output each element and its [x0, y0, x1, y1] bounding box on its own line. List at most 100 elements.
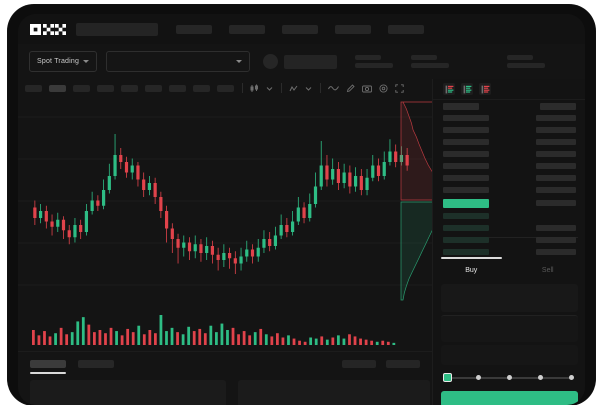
- orderbook-bid-row[interactable]: [443, 213, 489, 219]
- orderbook-bid-row[interactable]: [443, 249, 489, 255]
- spot-trading-label: Spot Trading: [37, 58, 80, 65]
- orderbook-ask-row[interactable]: [443, 139, 489, 145]
- tab-active-underline: [30, 372, 66, 374]
- nav-item-2[interactable]: [282, 24, 318, 34]
- nav-item-4[interactable]: [388, 24, 424, 34]
- submit-buy-button[interactable]: [441, 391, 578, 405]
- tab-sell[interactable]: Sell: [510, 259, 586, 281]
- right-rail: Buy Sell: [432, 79, 585, 405]
- orderbook-ask-amount: [536, 175, 576, 181]
- orderbook-last-price-row[interactable]: [443, 199, 489, 208]
- slider-tick-50[interactable]: [507, 375, 512, 380]
- nav-item-1[interactable]: [229, 24, 265, 34]
- tab-active-indicator: [441, 257, 502, 259]
- slider-tick-75[interactable]: [538, 375, 543, 380]
- tab-order-history[interactable]: [78, 359, 114, 368]
- orderbook-both-icon[interactable]: [443, 83, 455, 95]
- order-book[interactable]: [433, 99, 585, 255]
- market-stat-label: [507, 55, 534, 60]
- app-screen: Spot Trading: [18, 14, 585, 405]
- timeframe-button-2[interactable]: [73, 84, 90, 92]
- bottom-panels: [18, 374, 432, 405]
- volume-series: [32, 315, 396, 345]
- orderbook-header-amount: [540, 103, 576, 110]
- slider-tick-100[interactable]: [569, 375, 574, 380]
- chevron-down-icon[interactable]: [305, 85, 312, 92]
- orderbook-bids-icon[interactable]: [461, 83, 473, 95]
- trading-pair-select[interactable]: [106, 51, 251, 72]
- toolbar-divider: [281, 83, 282, 93]
- timeframe-button-8[interactable]: [217, 84, 234, 92]
- bottom-panel-0[interactable]: [30, 380, 226, 405]
- device-bezel: Spot Trading: [8, 5, 595, 405]
- price-field[interactable]: [441, 284, 578, 312]
- market-stat-1: [411, 55, 450, 68]
- orders-action-0[interactable]: [342, 359, 376, 368]
- market-stat-2: [507, 55, 546, 68]
- search-input[interactable]: [76, 22, 158, 36]
- order-form-tabs: Buy Sell: [433, 257, 586, 281]
- market-stat-0: [355, 55, 394, 68]
- candlestick-icon[interactable]: [250, 84, 259, 93]
- orderbook-ask-row[interactable]: [443, 187, 489, 193]
- pencil-icon[interactable]: [346, 83, 355, 93]
- timeframe-button-1[interactable]: [49, 84, 66, 92]
- market-stat-value: [355, 63, 394, 68]
- market-stat-label: [355, 55, 382, 60]
- orders-tab-bar: [18, 351, 432, 375]
- bottom-panel-1[interactable]: [238, 380, 430, 405]
- orderbook-ask-amount: [536, 187, 576, 193]
- timeframe-button-4[interactable]: [121, 84, 138, 92]
- orderbook-bid-row[interactable]: [443, 237, 489, 243]
- orderbook-divider: [443, 237, 578, 238]
- orderbook-ask-amount: [536, 163, 576, 169]
- line-wave-icon[interactable]: [328, 84, 339, 92]
- market-stat-value: [411, 63, 450, 68]
- price-chart[interactable]: [18, 97, 432, 309]
- toolbar-divider: [320, 83, 321, 93]
- amount-field[interactable]: [441, 315, 578, 342]
- orderbook-ask-amount: [536, 115, 576, 121]
- market-stat-value: [507, 63, 546, 68]
- timeframe-button-7[interactable]: [193, 84, 210, 92]
- orderbook-view-modes: [433, 79, 585, 100]
- orderbook-last-price-amount: [536, 200, 576, 206]
- orderbook-ask-row[interactable]: [443, 175, 489, 181]
- camera-icon[interactable]: [362, 84, 372, 93]
- orderbook-bid-amount: [536, 225, 576, 231]
- timeframe-button-6[interactable]: [169, 84, 186, 92]
- tab-open-orders[interactable]: [30, 359, 66, 374]
- slider-handle[interactable]: [443, 373, 452, 382]
- fullscreen-icon[interactable]: [395, 83, 404, 93]
- orderbook-header-price: [443, 103, 479, 110]
- okx-logo[interactable]: [30, 23, 66, 35]
- orderbook-ask-row[interactable]: [443, 151, 489, 157]
- nav-item-0[interactable]: [176, 24, 212, 34]
- orderbook-ask-amount: [536, 127, 576, 133]
- nav-items: [176, 24, 424, 34]
- settings-icon[interactable]: [379, 83, 388, 93]
- amount-slider[interactable]: [443, 373, 576, 383]
- orderbook-ask-row[interactable]: [443, 115, 489, 121]
- orderbook-ask-row[interactable]: [443, 163, 489, 169]
- coin-avatar: [263, 54, 279, 69]
- orderbook-ask-amount: [536, 151, 576, 157]
- orderbook-asks-icon[interactable]: [479, 83, 491, 95]
- timeframe-button-0[interactable]: [25, 84, 42, 92]
- candlestick-series: [18, 116, 432, 286]
- total-field[interactable]: [441, 345, 578, 365]
- timeframe-button-3[interactable]: [97, 84, 114, 92]
- orders-action-1[interactable]: [386, 359, 420, 368]
- volume-chart: [18, 309, 432, 351]
- slider-tick-25[interactable]: [476, 375, 481, 380]
- timeframe-button-5[interactable]: [145, 84, 162, 92]
- tab-buy[interactable]: Buy: [433, 257, 510, 281]
- market-stat-label: [411, 55, 438, 60]
- nav-item-3[interactable]: [335, 24, 371, 34]
- orderbook-bid-row[interactable]: [443, 225, 489, 231]
- orderbook-ask-row[interactable]: [443, 127, 489, 133]
- indicator-icon[interactable]: [289, 84, 298, 93]
- chevron-down-icon[interactable]: [266, 85, 273, 92]
- spot-trading-button[interactable]: Spot Trading: [29, 51, 98, 72]
